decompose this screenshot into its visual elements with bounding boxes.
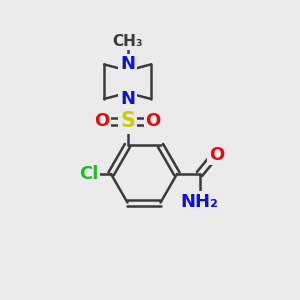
Text: Cl: Cl <box>79 165 98 183</box>
Text: O: O <box>146 112 160 130</box>
Text: N: N <box>120 56 135 74</box>
Text: CH₃: CH₃ <box>112 34 143 49</box>
Text: O: O <box>209 146 224 164</box>
Text: NH₂: NH₂ <box>181 193 218 211</box>
Text: O: O <box>94 112 110 130</box>
Text: S: S <box>120 111 135 131</box>
Text: N: N <box>120 90 135 108</box>
